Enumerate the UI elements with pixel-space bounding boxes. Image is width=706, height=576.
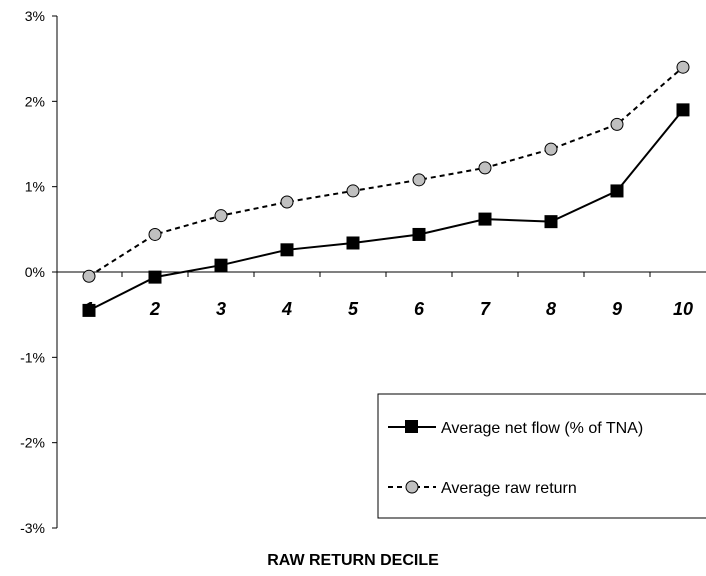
net-flow-point — [412, 227, 426, 241]
raw-return-point — [280, 195, 294, 209]
x-category-label: 4 — [281, 299, 292, 319]
x-category-label: 2 — [149, 299, 160, 319]
y-tick-label: 2% — [25, 93, 45, 109]
legend-label-raw-return: Average raw return — [441, 480, 577, 497]
y-tick-label: 3% — [25, 8, 45, 24]
y-tick-label: -3% — [20, 520, 45, 536]
raw-return-point — [346, 184, 360, 198]
raw-return-point — [412, 173, 426, 187]
raw-return-point — [544, 142, 558, 156]
x-category-label: 6 — [414, 299, 425, 319]
legend-marker-net-flow — [405, 420, 418, 433]
legend-marker-raw-return — [405, 480, 419, 494]
net-flow-point — [280, 243, 294, 257]
raw-return-series-line — [88, 66, 684, 278]
y-tick-label: 1% — [25, 179, 45, 195]
x-category-label: 5 — [348, 299, 359, 319]
raw-return-point — [214, 209, 228, 223]
legend: Average net flow (% of TNA) Average raw … — [377, 393, 706, 519]
net-flow-point — [148, 270, 162, 284]
raw-return-point — [676, 60, 690, 74]
net-flow-point — [346, 236, 360, 250]
net-flow-point — [544, 215, 558, 229]
raw-return-point — [610, 117, 624, 131]
net-flow-point — [214, 258, 228, 272]
x-axis-label: RAW RETURN DECILE — [267, 552, 439, 569]
net-flow-point — [82, 303, 96, 317]
net-flow-point — [478, 212, 492, 226]
y-tick-label: 0% — [25, 264, 45, 280]
legend-box — [377, 393, 706, 519]
y-tick-label: -1% — [20, 349, 45, 365]
x-category-label: 9 — [612, 299, 622, 319]
legend-label-net-flow: Average net flow (% of TNA) — [441, 420, 643, 437]
net-flow-point — [676, 103, 690, 117]
raw-return-point — [82, 269, 96, 283]
x-category-label: 7 — [480, 299, 491, 319]
x-category-label: 10 — [673, 299, 693, 319]
raw-return-point — [478, 161, 492, 175]
net-flow-series-line — [88, 109, 684, 312]
net-flow-point — [610, 184, 624, 198]
x-category-label: 8 — [546, 299, 556, 319]
y-tick-label: -2% — [20, 435, 45, 451]
raw-return-point — [148, 227, 162, 241]
x-category-label: 3 — [216, 299, 226, 319]
